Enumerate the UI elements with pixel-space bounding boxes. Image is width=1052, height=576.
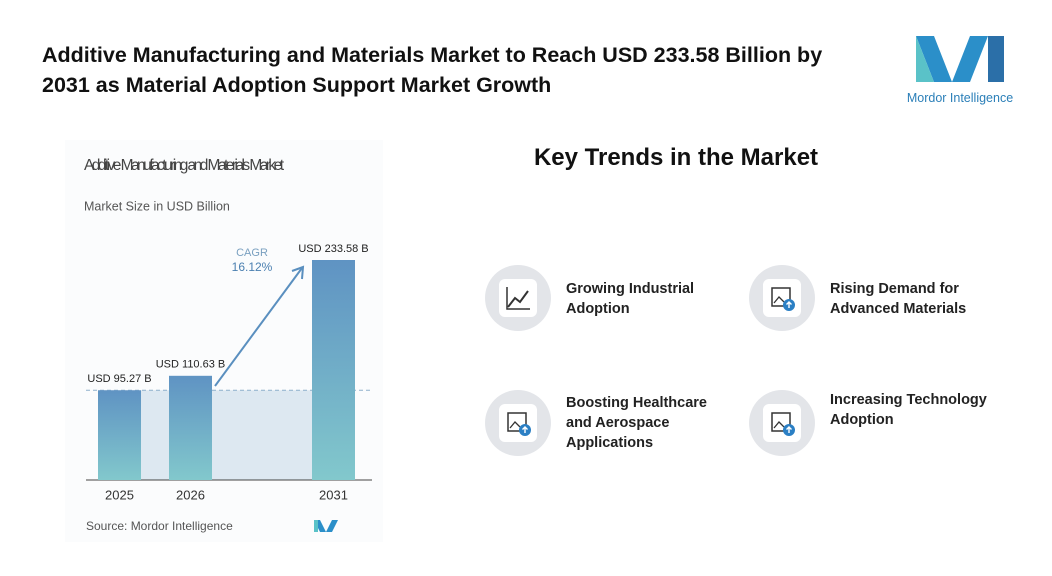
- cagr-arrow: [214, 267, 303, 387]
- trend-item: Rising Demand for Advanced Materials: [749, 265, 1009, 335]
- logo-text: Mordor Intelligence: [906, 91, 1014, 105]
- value-label: USD 233.58 B: [298, 243, 368, 255]
- chart-title: Additive Manufacturing and Materials Mar…: [84, 157, 285, 174]
- trends-title: Key Trends in the Market: [533, 144, 819, 171]
- page-title: Additive Manufacturing and Materials Mar…: [42, 43, 823, 97]
- logo-mark: [916, 36, 1004, 82]
- x-tick-label: 2025: [105, 487, 134, 502]
- trend-text: Boosting Healthcare and Aerospace Applic…: [566, 395, 707, 451]
- trend-icon: [485, 265, 551, 331]
- trend-text: Growing Industrial Adoption: [566, 281, 695, 317]
- logo: Mordor Intelligence: [900, 34, 1020, 105]
- trend-text: Rising Demand for Advanced Materials: [830, 281, 967, 317]
- cagr-value: 16.12%: [232, 260, 273, 274]
- x-tick-label: 2031: [319, 487, 348, 502]
- trend-icon: [749, 390, 815, 456]
- bar: [169, 375, 212, 480]
- bar: [98, 390, 141, 480]
- trend-icon: [749, 265, 815, 331]
- source: Source: Mordor Intelligence: [86, 519, 233, 533]
- trend-item: Growing Industrial Adoption: [485, 265, 745, 335]
- value-label: USD 95.27 B: [87, 373, 151, 385]
- mini-logo: [314, 520, 338, 532]
- trend-item: Increasing Technology Adoption: [749, 390, 1009, 460]
- chart-subtitle: Market Size in USD Billion: [84, 199, 230, 213]
- cagr-label: CAGR: [236, 247, 268, 259]
- trend-item: Boosting Healthcare and Aerospace Applic…: [485, 390, 745, 460]
- cagr-arrow-head: [291, 265, 305, 280]
- trend-icon: [485, 390, 551, 456]
- chart: Additive Manufacturing and Materials Mar…: [65, 140, 383, 542]
- value-label: USD 110.63 B: [156, 359, 226, 371]
- x-tick-label: 2026: [176, 487, 205, 502]
- trend-text: Increasing Technology Adoption: [830, 392, 987, 428]
- bar: [312, 260, 355, 480]
